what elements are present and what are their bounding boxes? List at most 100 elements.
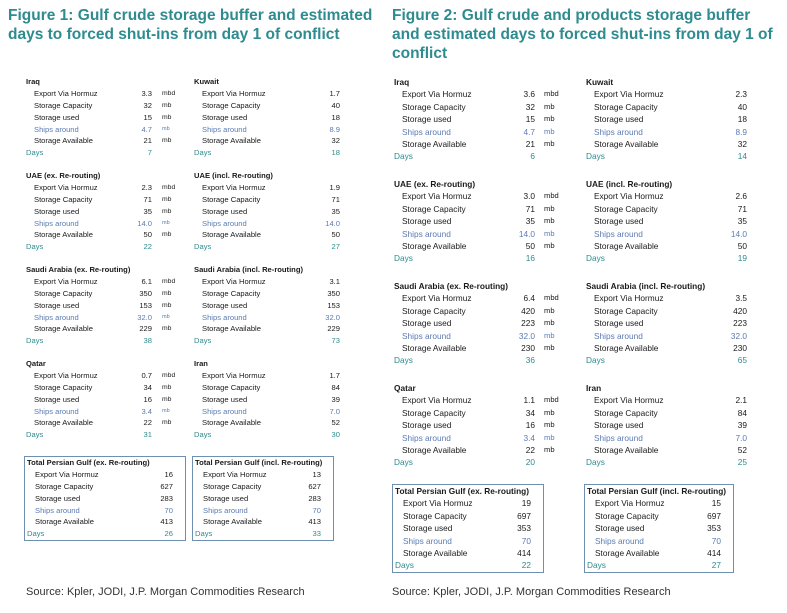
- row-value: 3.3: [141, 88, 152, 98]
- table-row: Storage Available 230: [584, 342, 759, 354]
- row-label: Storage Capacity: [34, 100, 93, 110]
- row-value: 1.1: [523, 395, 535, 406]
- table-row: Storage used 35: [192, 206, 352, 218]
- table-row: Storage Available 414: [585, 547, 733, 559]
- row-value: 414: [707, 547, 721, 558]
- row-label: Days: [26, 148, 44, 158]
- table-row: Storage Capacity 71: [192, 194, 352, 206]
- row-label: Storage Capacity: [594, 203, 658, 214]
- row-value: 1.9: [329, 182, 340, 192]
- row-unit: mb: [544, 203, 555, 213]
- row-label: Export Via Hormuz: [595, 498, 665, 509]
- row-value: 6: [530, 151, 535, 162]
- row-label: Export Via Hormuz: [202, 182, 266, 192]
- table-row: Export Via Hormuz 0.7 mbd: [24, 370, 184, 382]
- ships-row: Ships around 32.0: [584, 330, 759, 342]
- row-label: Export Via Hormuz: [402, 191, 472, 202]
- row-value: 14.0: [730, 228, 747, 239]
- row-label: Ships around: [594, 432, 643, 443]
- row-value: 2.3: [141, 182, 152, 192]
- table-row: Storage Available 50: [192, 229, 352, 241]
- table-row: Storage Available 21 mb: [24, 135, 184, 147]
- days-row: Days 73: [192, 335, 352, 347]
- row-label: Days: [194, 148, 212, 158]
- days-row: Days 20: [392, 456, 567, 468]
- days-row: Days 16: [392, 252, 567, 264]
- row-label: Storage used: [34, 300, 80, 310]
- table-row: Storage Available 229: [192, 323, 352, 335]
- row-value: 153: [139, 300, 152, 310]
- table-row: Export Via Hormuz 2.3: [584, 88, 759, 100]
- row-label: Storage Available: [202, 230, 261, 240]
- row-label: Storage Available: [595, 547, 660, 558]
- row-label: Storage used: [402, 216, 452, 227]
- row-label: Storage used: [403, 523, 453, 534]
- table-row: Storage Available 52: [584, 444, 759, 456]
- row-value: 15: [143, 112, 152, 122]
- ships-row: Ships around 70: [193, 505, 333, 517]
- country-block: Total Persian Gulf (ex. Re-routing) Expor…: [24, 456, 186, 542]
- ships-row: Ships around 14.0 mb: [24, 218, 184, 230]
- table-row: Export Via Hormuz 15: [585, 497, 733, 509]
- country-block: Saudi Arabia (ex. Re-routing) Export Via …: [392, 280, 567, 367]
- block-title: Total Persian Gulf (ex. Re-routing): [395, 486, 529, 496]
- table-row: Storage Available 229 mb: [24, 323, 184, 335]
- row-label: Days: [586, 151, 605, 162]
- figure-2-title: Figure 2: Gulf crude and products storag…: [392, 7, 773, 62]
- block-title: Iran: [194, 359, 208, 368]
- row-label: Storage Available: [35, 517, 94, 527]
- days-row: Days 18: [192, 147, 352, 159]
- row-value: 3.5: [735, 293, 747, 304]
- row-value: 40: [331, 100, 340, 110]
- row-value: 8.9: [735, 126, 747, 137]
- ships-row: Ships around 70: [585, 535, 733, 547]
- row-label: Days: [194, 430, 212, 440]
- table-row: Storage Capacity 350 mb: [24, 288, 184, 300]
- days-row: Days 38: [24, 335, 184, 347]
- row-value: 283: [160, 493, 173, 503]
- country-block: UAE (incl. Re-routing) Export Via Hormuz 2…: [584, 178, 759, 265]
- table-row: Storage Available 414: [393, 547, 543, 559]
- row-value: 26: [164, 529, 173, 539]
- table-row: Storage Capacity 84: [192, 382, 352, 394]
- days-row: Days 31: [24, 429, 184, 441]
- row-value: 32: [331, 136, 340, 146]
- row-label: Export Via Hormuz: [594, 191, 664, 202]
- row-label: Storage Capacity: [402, 203, 466, 214]
- row-label: Storage Capacity: [35, 481, 94, 491]
- country-block: Saudi Arabia (ex. Re-routing) Export Via …: [24, 264, 184, 347]
- ships-row: Ships around 32.0 mb: [392, 330, 567, 342]
- row-value: 50: [737, 240, 747, 251]
- row-unit: mb: [544, 126, 555, 136]
- row-value: 350: [327, 288, 340, 298]
- row-value: 2.3: [735, 89, 747, 100]
- row-value: 16: [525, 420, 535, 431]
- table-row: Storage used 353: [393, 522, 543, 534]
- ships-row: Ships around 14.0: [584, 228, 759, 240]
- row-value: 7.0: [329, 406, 340, 416]
- row-label: Ships around: [402, 126, 451, 137]
- block-title: Saudi Arabia (incl. Re-routing): [194, 265, 303, 274]
- row-unit: mb: [162, 419, 172, 427]
- row-label: Days: [587, 560, 606, 571]
- table-row: Storage Capacity 71: [584, 203, 759, 215]
- table-row: Storage Available 50 mb: [24, 229, 184, 241]
- row-label: Export Via Hormuz: [402, 395, 472, 406]
- row-label: Days: [194, 242, 212, 252]
- days-row: Days 27: [192, 241, 352, 253]
- row-value: 16: [143, 394, 152, 404]
- table-row: Storage Capacity 627: [193, 481, 333, 493]
- row-label: Storage used: [34, 112, 80, 122]
- row-unit: mb: [544, 216, 555, 226]
- country-block: Saudi Arabia (incl. Re-routing) Export Vi…: [192, 264, 352, 347]
- row-value: 697: [517, 510, 531, 521]
- block-title: Saudi Arabia (incl. Re-routing): [586, 281, 706, 291]
- row-value: 4.7: [523, 126, 535, 137]
- row-label: Ships around: [35, 505, 80, 515]
- row-label: Storage used: [594, 318, 644, 329]
- row-value: 1.7: [329, 88, 340, 98]
- table-row: Storage Capacity 40: [584, 101, 759, 113]
- row-label: Export Via Hormuz: [402, 293, 472, 304]
- row-value: 40: [737, 101, 747, 112]
- table-row: Storage Capacity 34 mb: [392, 407, 567, 419]
